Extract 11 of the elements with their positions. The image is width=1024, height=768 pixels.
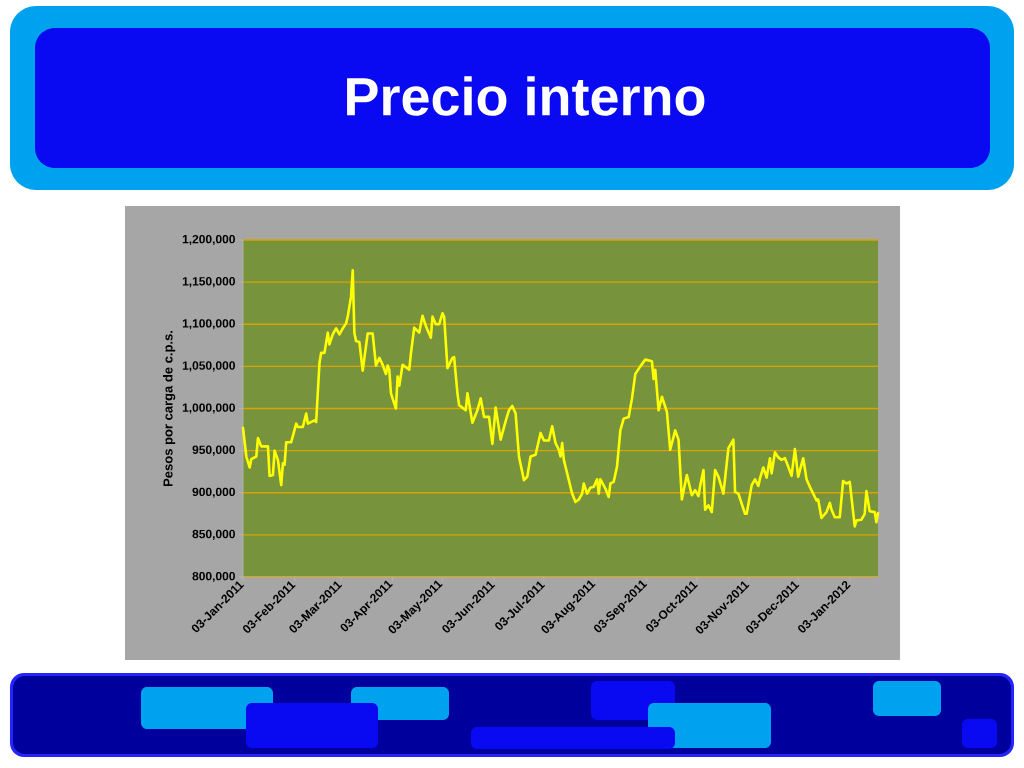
y-tick-label: 1,100,000: [182, 319, 235, 330]
y-tick-label: 1,200,000: [182, 234, 235, 246]
y-tick-label: 850,000: [192, 529, 235, 540]
y-tick-label: 1,000,000: [182, 403, 235, 414]
y-tick-label: 1,150,000: [182, 277, 235, 288]
y-tick-label: 1,050,000: [182, 361, 235, 372]
y-tick-label: 950,000: [192, 445, 235, 456]
y-axis-title: Pesos por carga de c.p.s.: [163, 331, 176, 487]
y-tick-label: 800,000: [192, 571, 235, 583]
chart-title: Precio interno: [347, 76, 705, 116]
y-tick-label: 900,000: [192, 487, 235, 498]
